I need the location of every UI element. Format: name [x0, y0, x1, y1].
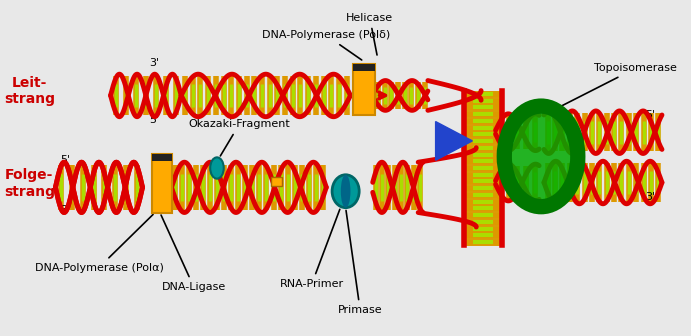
Ellipse shape — [341, 175, 350, 208]
Text: 5': 5' — [149, 115, 160, 125]
Text: DNA-Polymerase (Polα): DNA-Polymerase (Polα) — [35, 214, 163, 272]
Text: 3': 3' — [645, 192, 656, 202]
Bar — [271, 177, 282, 186]
Text: DNA-Polymerase (Polδ): DNA-Polymerase (Polδ) — [262, 30, 390, 60]
Text: 5': 5' — [60, 155, 70, 165]
Text: Primase: Primase — [338, 210, 382, 315]
Text: Folge-
strang: Folge- strang — [3, 168, 55, 199]
Bar — [353, 65, 375, 71]
Ellipse shape — [511, 113, 571, 200]
Text: 5': 5' — [645, 110, 656, 120]
Ellipse shape — [332, 175, 359, 208]
Text: RNA-Primer: RNA-Primer — [280, 209, 344, 289]
Ellipse shape — [210, 157, 224, 179]
Text: 3': 3' — [149, 58, 160, 69]
Text: Helicase: Helicase — [346, 13, 393, 55]
Text: Topoisomerase: Topoisomerase — [556, 63, 677, 109]
Polygon shape — [435, 122, 473, 160]
Text: DNA-Ligase: DNA-Ligase — [161, 215, 226, 292]
Bar — [152, 155, 171, 212]
Text: Okazaki-Fragment: Okazaki-Fragment — [189, 119, 290, 156]
Bar — [353, 65, 375, 115]
Bar — [152, 155, 171, 161]
Text: Leit-
strang: Leit- strang — [3, 76, 55, 106]
Text: 3': 3' — [60, 205, 70, 214]
